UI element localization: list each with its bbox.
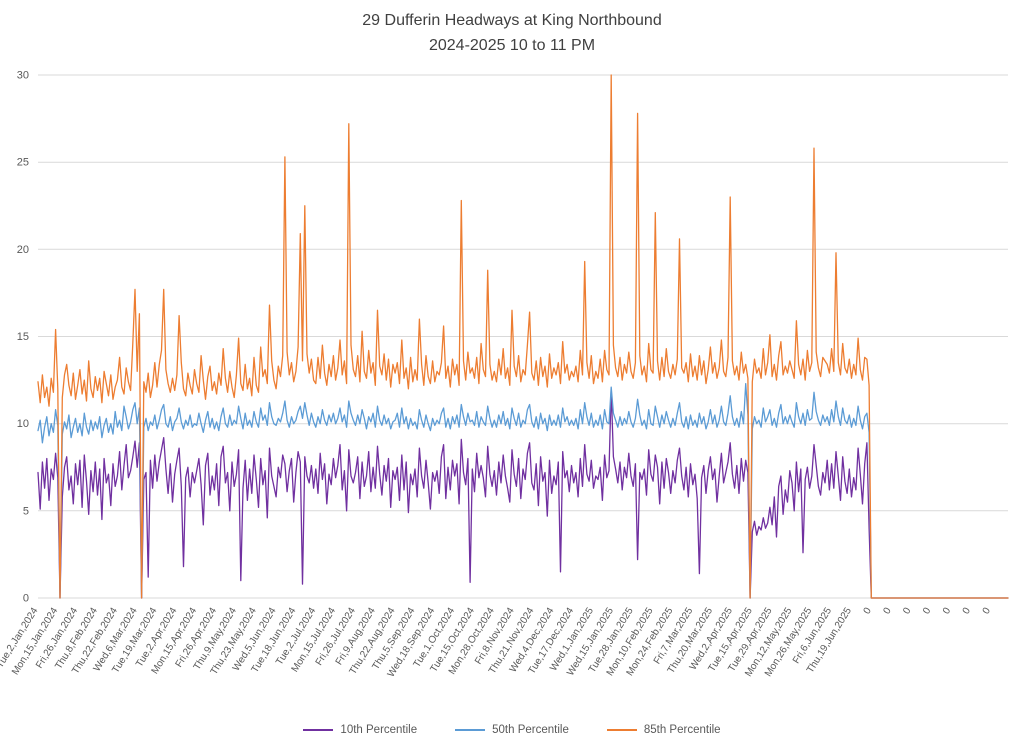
chart-subtitle: 2024-2025 10 to 11 PM bbox=[428, 37, 596, 54]
y-axis-tick-label: 30 bbox=[17, 70, 29, 82]
y-axis-tick-label: 25 bbox=[17, 157, 29, 169]
series-line-10th-percentile bbox=[37, 388, 1009, 599]
y-axis-tick-label: 5 bbox=[23, 505, 29, 517]
x-axis-tick-label: 0 bbox=[901, 605, 914, 616]
legend-item-85th-percentile: 85th Percentile bbox=[606, 724, 721, 736]
x-axis-tick-label: 0 bbox=[862, 605, 875, 616]
legend: 10th Percentile 50th Percentile 85th Per… bbox=[0, 724, 1024, 736]
x-axis-tick-label: 0 bbox=[941, 605, 954, 616]
legend-swatch-10th-percentile bbox=[303, 729, 334, 731]
y-axis-tick-label: 10 bbox=[17, 418, 29, 430]
chart-title: 29 Dufferin Headways at King Northbound bbox=[362, 12, 662, 29]
legend-swatch-50th-percentile bbox=[455, 729, 486, 731]
x-axis-tick-label: 0 bbox=[981, 605, 994, 616]
chart-title-block: 29 Dufferin Headways at King Northbound … bbox=[0, 8, 1024, 58]
legend-label-10th-percentile: 10th Percentile bbox=[340, 724, 418, 736]
x-axis-tick-label: 0 bbox=[881, 605, 894, 616]
legend-item-50th-percentile: 50th Percentile bbox=[455, 724, 569, 736]
legend-label-85th-percentile: 85th Percentile bbox=[643, 724, 721, 736]
x-axis-tick-label: 0 bbox=[921, 605, 934, 616]
x-axis-tick-label: 0 bbox=[961, 605, 974, 616]
legend-label-50th-percentile: 50th Percentile bbox=[492, 724, 569, 736]
y-axis-tick-label: 15 bbox=[17, 331, 29, 343]
y-axis-tick-label: 0 bbox=[23, 593, 29, 605]
legend-item-10th-percentile: 10th Percentile bbox=[303, 724, 417, 736]
legend-swatch-85th-percentile bbox=[606, 729, 637, 731]
series-line-85th-percentile bbox=[37, 74, 1009, 599]
series-line-50th-percentile bbox=[37, 382, 1009, 599]
y-axis-tick-label: 20 bbox=[17, 244, 29, 256]
